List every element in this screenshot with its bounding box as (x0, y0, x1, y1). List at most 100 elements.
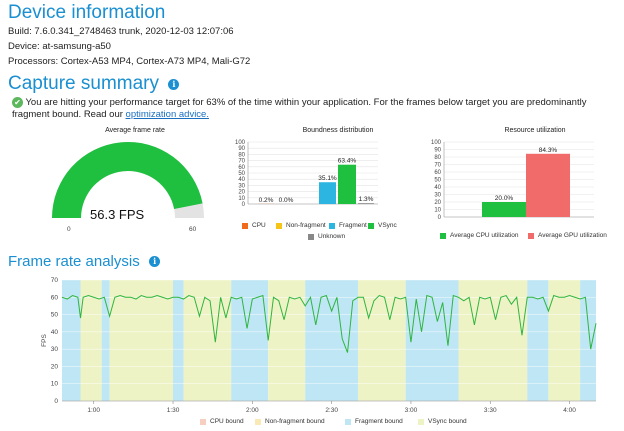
boundness-band (109, 280, 174, 401)
legend-swatch (276, 222, 282, 229)
y-tick-label: 100 (431, 140, 442, 146)
summary-text: ✔ You are hitting your performance targe… (12, 97, 622, 121)
gauge-fill (52, 142, 203, 218)
y-tick-label: 60 (238, 165, 245, 171)
legend-item[interactable]: Non-fragment (276, 222, 326, 229)
boundness-band (101, 280, 110, 401)
boundness-band (268, 280, 306, 401)
y-tick-label: 0 (54, 398, 58, 405)
bar-average-cpu-utilization (482, 202, 526, 217)
data-label: 35.1% (318, 175, 337, 182)
legend-swatch (528, 232, 534, 239)
legend-item[interactable]: Unknown (308, 233, 345, 240)
frame-rate-chart: 0 10 20 30 40 50 60 70 1:00 1:30 2:00 2:30 3:00 3:30 4… (41, 277, 597, 414)
legend-item[interactable]: Average GPU utilization (528, 232, 607, 239)
boundness-band (62, 280, 81, 401)
capture-summary-header: Capture summary i (8, 73, 180, 95)
frame-rate-analysis-header: Frame rate analysis i (8, 253, 161, 271)
legend-item[interactable]: Fragment bound (345, 418, 403, 425)
legend-label: VSync (378, 222, 397, 229)
frame-rate-gauge: 56.3 FPS 0 60 (52, 142, 204, 233)
x-tick-label: 2:00 (246, 407, 259, 414)
y-tick-label: 0 (438, 215, 442, 220)
legend-swatch (345, 418, 351, 425)
y-tick-label: 50 (238, 171, 245, 177)
legend-swatch (308, 233, 314, 240)
y-tick-label: 90 (434, 148, 441, 154)
info-icon[interactable]: i (168, 79, 180, 91)
legend-label: Fragment (339, 222, 367, 229)
device-info: Device: at-samsung-a50 (8, 41, 111, 52)
boundness-legend: CPU Non-fragment Fragment VSync Unknown (228, 222, 398, 244)
data-label: 1.3% (359, 196, 374, 203)
y-tick-label: 20 (238, 190, 245, 196)
legend-item[interactable]: Fragment (329, 222, 367, 229)
bar-unknown (358, 203, 374, 204)
boundness-band (548, 280, 581, 401)
bar-vsync (338, 164, 356, 204)
frame-rate-legend: CPU bound Non-fragment bound Fragment boun… (200, 418, 500, 430)
y-tick-label: 10 (51, 381, 59, 388)
legend-swatch (200, 418, 206, 425)
y-tick-label: 70 (51, 277, 59, 284)
legend-swatch (242, 222, 248, 229)
legend-item[interactable]: CPU (242, 222, 266, 229)
boundness-band (358, 280, 406, 401)
legend-item[interactable]: VSync bound (418, 418, 467, 425)
boundness-band (580, 280, 596, 401)
boundness-band (231, 280, 269, 401)
device-information-heading: Device information (8, 2, 166, 23)
boundness-band (405, 280, 459, 401)
legend-label: CPU (252, 222, 266, 229)
y-tick-label: 30 (238, 183, 245, 189)
resource-legend: Average CPU utilization Average GPU utili… (440, 232, 620, 244)
y-tick-label: 20 (51, 363, 59, 370)
y-tick-label: 60 (434, 170, 441, 176)
y-tick-label: 0 (242, 202, 246, 208)
x-tick-label: 3:30 (484, 407, 497, 414)
legend-item[interactable]: CPU bound (200, 418, 244, 425)
boundness-band (183, 280, 232, 401)
gauge-value: 56.3 FPS (90, 207, 145, 222)
y-tick-label: 70 (238, 159, 245, 165)
legend-item[interactable]: Average CPU utilization (440, 232, 519, 239)
data-label: 0.0% (279, 197, 294, 204)
frame-rate-analysis-heading: Frame rate analysis (8, 253, 140, 270)
boundness-band (80, 280, 102, 401)
processors-info: Processors: Cortex-A53 MP4, Cortex-A73 M… (8, 56, 251, 67)
bar-fragment (319, 182, 336, 204)
gauge-max-label: 60 (189, 226, 197, 233)
y-tick-label: 30 (51, 346, 59, 353)
y-tick-label: 70 (434, 163, 441, 169)
legend-item[interactable]: VSync (368, 222, 397, 229)
info-icon[interactable]: i (149, 256, 161, 268)
gauge-min-label: 0 (67, 226, 71, 233)
y-tick-label: 80 (238, 152, 245, 158)
legend-swatch (418, 418, 424, 425)
data-label: 20.0% (495, 195, 514, 202)
y-tick-label: 90 (238, 146, 245, 152)
y-tick-label: 10 (238, 196, 245, 202)
legend-label: Non-fragment (286, 222, 326, 229)
y-tick-label: 10 (434, 208, 441, 214)
legend-label: Unknown (318, 233, 346, 240)
y-tick-label: 20 (434, 200, 441, 206)
y-tick-label: 40 (51, 329, 59, 336)
fps-series-line (61, 294, 597, 353)
optimization-advice-link[interactable]: optimization advice. (125, 109, 209, 120)
build-info: Build: 7.6.0.341_2748463 trunk, 2020-12-… (8, 26, 234, 37)
capture-summary-heading: Capture summary (8, 73, 159, 94)
x-tick-label: 4:00 (563, 407, 576, 414)
y-tick-label: 40 (434, 185, 441, 191)
x-tick-label: 1:30 (167, 407, 180, 414)
y-tick-label: 80 (434, 155, 441, 161)
x-tick-label: 2:30 (325, 407, 338, 414)
y-tick-label: 50 (51, 312, 59, 319)
legend-label: VSync bound (428, 418, 467, 425)
bar-average-gpu-utilization (526, 153, 570, 217)
x-tick-label: 3:00 (405, 407, 418, 414)
legend-swatch (329, 222, 335, 229)
legend-item[interactable]: Non-fragment bound (255, 418, 325, 425)
legend-label: CPU bound (210, 418, 244, 425)
